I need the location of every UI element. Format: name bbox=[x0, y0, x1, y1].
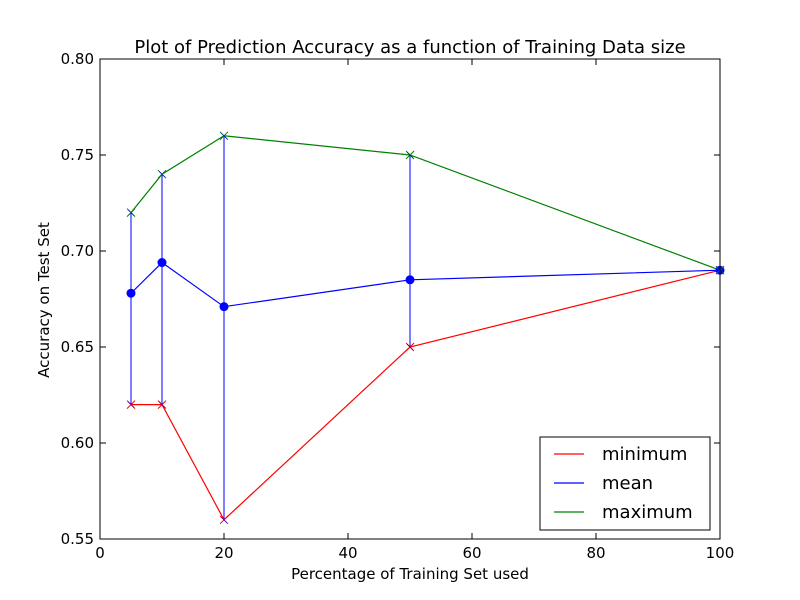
y-tick-label: 0.75 bbox=[61, 146, 94, 164]
legend-label-mean: mean bbox=[602, 473, 653, 494]
maximum-point bbox=[126, 208, 136, 217]
y-tick-label: 0.55 bbox=[61, 530, 94, 548]
minimum-point bbox=[219, 515, 229, 525]
legend: minimum mean maximum bbox=[539, 436, 711, 531]
x-axis-label: Percentage of Training Set used bbox=[291, 565, 529, 583]
marker-stroke bbox=[406, 151, 414, 159]
minimum-point bbox=[126, 400, 136, 409]
marker-stroke bbox=[220, 516, 228, 524]
mean-point bbox=[157, 258, 167, 268]
plot-area bbox=[126, 131, 725, 525]
y-tick-label: 0.70 bbox=[61, 242, 94, 260]
legend-label-minimum: minimum bbox=[602, 444, 687, 465]
maximum-point bbox=[219, 131, 229, 141]
y-tick-label: 0.80 bbox=[61, 50, 94, 68]
x-tick-label: 100 bbox=[706, 544, 735, 562]
marker-stroke bbox=[406, 343, 414, 351]
y-axis-label: Accuracy on Test Set bbox=[35, 222, 53, 378]
x-tick-label: 60 bbox=[462, 544, 481, 562]
mean-point bbox=[405, 275, 415, 285]
x-tick-label: 20 bbox=[214, 544, 233, 562]
x-tick-label: 80 bbox=[586, 544, 605, 562]
legend-label-maximum: maximum bbox=[602, 502, 693, 523]
maximum-point bbox=[405, 150, 415, 160]
chart-title: Plot of Prediction Accuracy as a functio… bbox=[134, 37, 685, 58]
plot-frame bbox=[99, 58, 721, 540]
marker-stroke bbox=[127, 401, 135, 408]
marker-stroke bbox=[220, 132, 228, 140]
marker-stroke bbox=[158, 401, 166, 408]
series-line-maximum bbox=[130, 135, 721, 271]
mean-point bbox=[219, 302, 229, 312]
marker-stroke bbox=[127, 209, 135, 216]
minimum-point bbox=[157, 400, 167, 409]
marker-stroke bbox=[158, 170, 166, 178]
axis-ticks: 0 20 40 60 80 100 0.55 0.60 0.65 0.70 0.75 0.80 bbox=[61, 50, 735, 562]
y-tick-label: 0.65 bbox=[61, 338, 94, 356]
x-tick-label: 0 bbox=[95, 544, 105, 562]
minimum-point bbox=[405, 342, 415, 352]
x-tick-label: 40 bbox=[338, 544, 357, 562]
maximum-point bbox=[157, 169, 167, 179]
mean-point bbox=[126, 288, 136, 298]
series-line-mean bbox=[130, 261, 721, 308]
y-tick-label: 0.60 bbox=[61, 434, 94, 452]
